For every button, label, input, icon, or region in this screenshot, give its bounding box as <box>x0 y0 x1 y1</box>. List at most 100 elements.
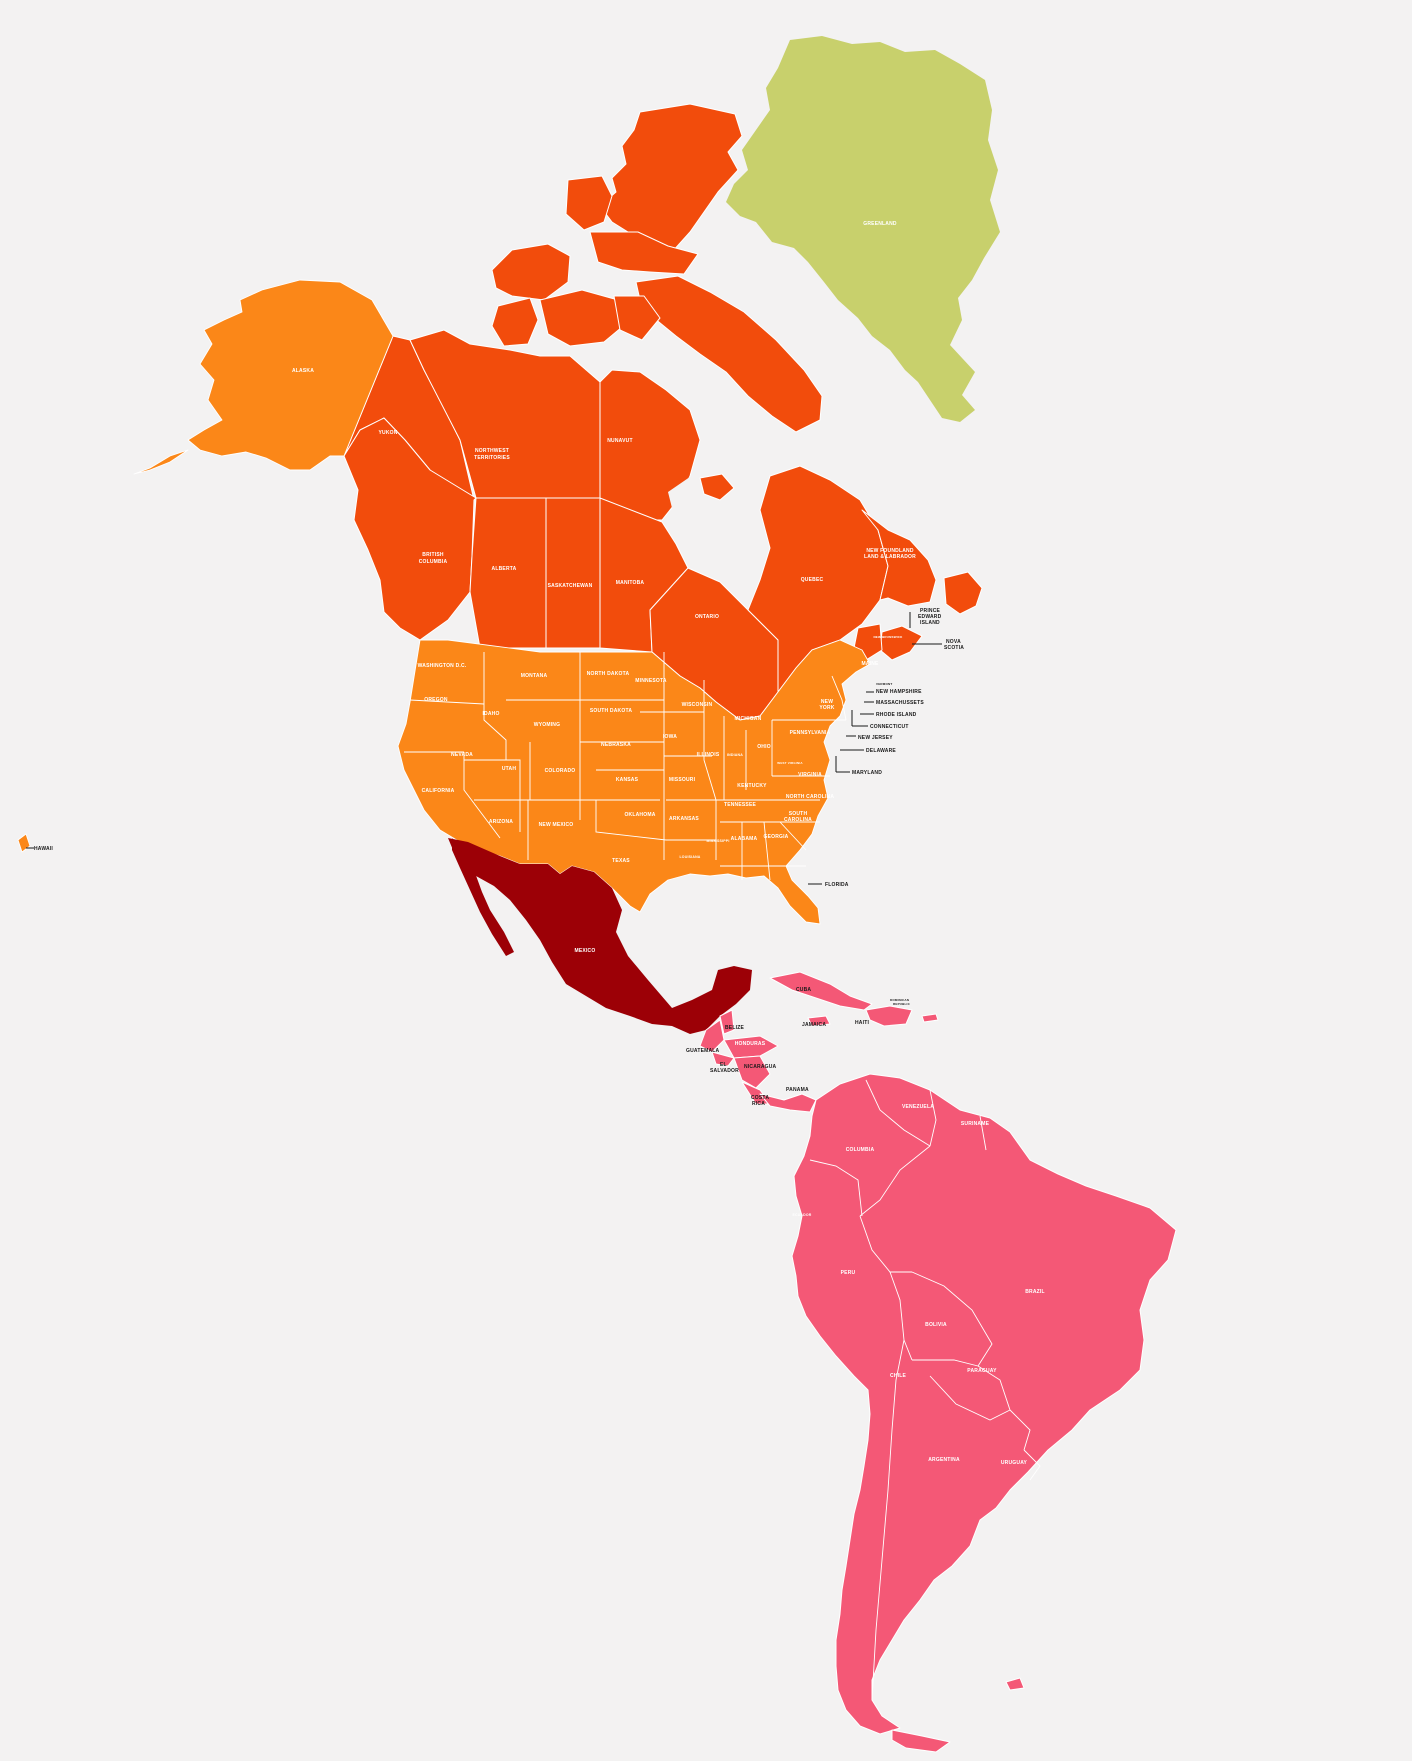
greenland-shape <box>726 36 1000 422</box>
label-nb: NEW BRUNSWICK <box>873 635 903 639</box>
border-pe-br <box>859 1215 912 1273</box>
belize-shape <box>719 1009 735 1035</box>
label-haiti: HAITI <box>855 1020 869 1026</box>
central-america-region <box>699 971 939 1113</box>
alberta-shape <box>469 497 547 649</box>
label-nwt-2: TERRITORIES <box>474 455 510 461</box>
border-al-ga <box>763 821 771 881</box>
label-minnesota: MINNESOTA <box>635 678 667 684</box>
label-south-carolina-1: SOUTH <box>789 811 808 817</box>
border-wa-or <box>409 699 485 705</box>
label-ontario: ONTARIO <box>695 614 719 620</box>
label-peru: PERU <box>841 1270 856 1276</box>
border-river <box>703 680 717 860</box>
label-mississippi: MISSISSIPPI <box>706 839 729 843</box>
label-montana: MONTANA <box>521 673 548 679</box>
label-suriname: SURINAME <box>961 1121 990 1127</box>
border-chile-ar <box>871 1339 905 1701</box>
label-manitoba: MANITOBA <box>616 580 645 586</box>
label-nevada: NEVADA <box>451 752 473 758</box>
label-ohio: OHIO <box>757 744 771 750</box>
label-louisiana: LOUISIANA <box>679 855 700 859</box>
label-texas: TEXAS <box>612 858 630 864</box>
label-vermont: VERMONT <box>876 682 892 686</box>
label-honduras: HONDURAS <box>735 1041 766 1047</box>
label-south-carolina-2: CAROLINA <box>784 817 812 823</box>
label-alaska: ALASKA <box>292 368 314 374</box>
label-argentina: ARGENTINA <box>928 1457 960 1463</box>
south-america-shape <box>791 1073 1177 1735</box>
label-arkansas: ARKANSAS <box>669 816 699 822</box>
labels-canada: YUKON NORTHWEST TERRITORIES NUNAVUT BRIT… <box>378 430 964 651</box>
el-salvador-shape <box>711 1051 735 1067</box>
nova-scotia-shape <box>879 625 923 661</box>
label-virginia: VIRGINIA <box>798 772 822 778</box>
label-bc-2: COLUMBIA <box>419 559 448 565</box>
border-pe-bo <box>889 1271 913 1361</box>
label-michigan: MICHIGAN <box>735 716 762 722</box>
mexico-shape <box>448 838 752 1034</box>
label-oregon: OREGON <box>424 697 448 703</box>
south-america-region <box>791 1073 1177 1753</box>
arctic-island-somerset <box>613 295 661 341</box>
label-ns-2: SCOTIA <box>944 645 964 651</box>
label-nunavut: NUNAVUT <box>607 438 632 444</box>
label-guatemala: GUATEMALA <box>686 1048 720 1054</box>
label-brazil: BRAZIL <box>1025 1289 1045 1295</box>
label-paraguay: PARAGUAY <box>967 1368 997 1374</box>
label-mexico: MEXICO <box>575 948 596 954</box>
label-pei-2: EDWARD <box>918 614 942 620</box>
label-kentucky: KENTUCKY <box>737 783 767 789</box>
label-washington: WASHINGTON D.C. <box>418 663 467 669</box>
label-alabama: ALABAMA <box>731 836 758 842</box>
label-utah: UTAH <box>502 766 517 772</box>
label-new-mexico: NEW MEXICO <box>539 822 574 828</box>
hawaii-shape <box>17 833 31 853</box>
label-dr-2: REPUBLIC <box>893 1002 911 1006</box>
label-nwt-1: NORTHWEST <box>475 448 509 454</box>
southampton-island <box>699 473 735 501</box>
label-colombia: COLUMBIA <box>846 1147 875 1153</box>
label-alberta: ALBERTA <box>492 566 517 572</box>
border-ca-nv <box>463 752 501 839</box>
label-illinois: ILLINOIS <box>697 752 720 758</box>
border-uy <box>1023 1449 1041 1481</box>
alaska-shape <box>187 279 394 471</box>
label-yukon: YUKON <box>378 430 397 436</box>
label-iowa: IOWA <box>663 734 677 740</box>
label-hawaii: HAWAII <box>34 846 53 852</box>
label-missouri: MISSOURI <box>669 777 696 783</box>
border-bo-br <box>911 1271 993 1367</box>
label-north-dakota: NORTH DAKOTA <box>587 671 630 677</box>
border-guyana-suriname <box>979 1115 987 1151</box>
newfoundland-shape <box>861 509 937 607</box>
saskatchewan-shape <box>545 497 601 649</box>
nicaragua-shape <box>733 1055 771 1089</box>
guatemala-shape <box>699 1019 725 1053</box>
newfoundland-island-shape <box>943 571 983 615</box>
label-rhode-island: RHODE ISLAND <box>876 712 917 718</box>
label-uruguay: URUGUAY <box>1001 1460 1028 1466</box>
label-new-hampshire: NEW HAMPSHIRE <box>876 689 922 695</box>
label-jamaica: JAMAICA <box>802 1022 826 1028</box>
border-bo-py <box>912 1359 979 1367</box>
label-quebec: QUEBEC <box>801 577 824 583</box>
labels-south: VENEZUELA COLUMBIA SURINAME ECUADOR PERU… <box>792 1104 1044 1466</box>
label-bc-1: BRITISH <box>422 552 444 558</box>
label-oklahoma: OKLAHOMA <box>624 812 655 818</box>
hispaniola-shape <box>865 1005 913 1027</box>
label-venezuela: VENEZUELA <box>902 1104 934 1110</box>
label-panama: PANAMA <box>786 1087 809 1093</box>
label-pei-3: ISLAND <box>920 620 940 626</box>
label-florida: FLORIDA <box>825 882 849 888</box>
label-el-salvador-2: SALVADOR <box>710 1068 739 1074</box>
border-py-br <box>977 1365 1011 1411</box>
label-maine: MAINE <box>861 661 879 667</box>
puerto-rico-shape <box>921 1013 939 1023</box>
label-ecuador: ECUADOR <box>792 1213 811 1217</box>
label-chile: CHILE <box>890 1373 906 1379</box>
arctic-island-banks <box>491 297 539 347</box>
label-nl-1: NEW FOUNDLAND <box>866 548 914 554</box>
border-ga-sc <box>779 821 807 851</box>
label-new-york-1: NEW <box>821 699 833 705</box>
